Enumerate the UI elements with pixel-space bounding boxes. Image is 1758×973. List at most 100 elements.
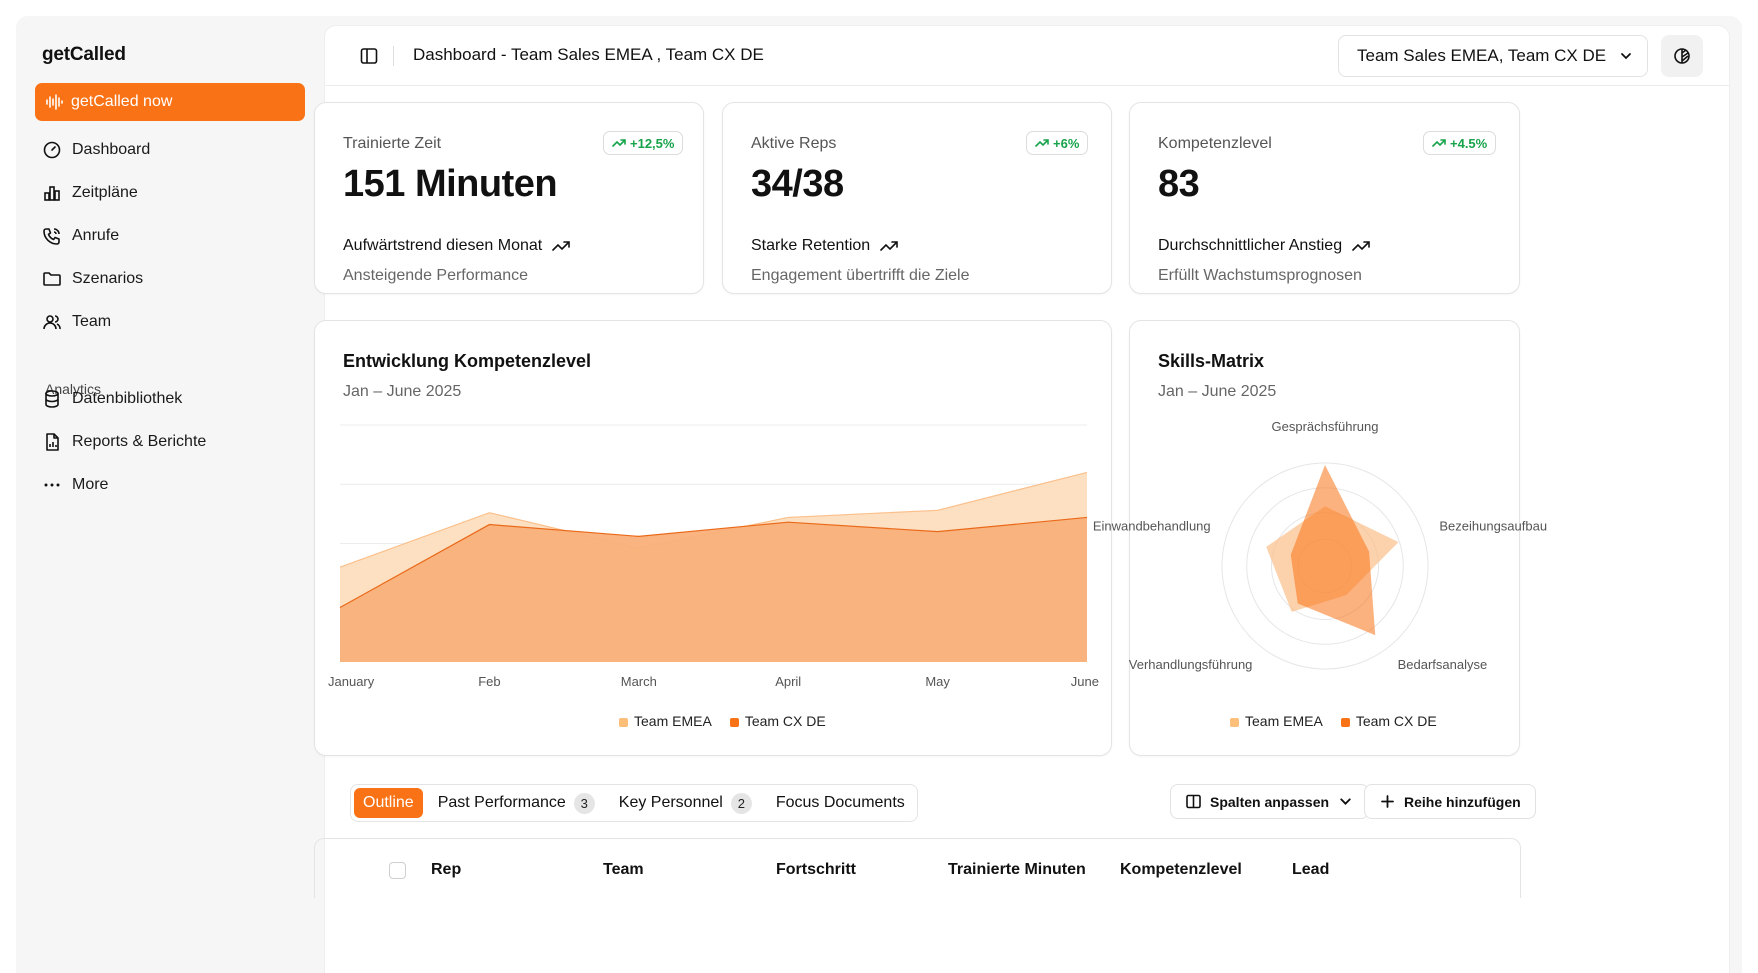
- tab-label: Past Performance: [437, 794, 566, 811]
- trending-up-icon: [1035, 139, 1049, 147]
- stat-value: 34/38: [751, 163, 844, 205]
- tab-label: Key Personnel: [618, 794, 723, 811]
- radar-axis-label: Gesprächsführung: [1272, 419, 1379, 434]
- stat-label: Kompetenzlevel: [1158, 135, 1272, 152]
- stat-card-trainierte-zeit: Trainierte Zeit +12,5% 151 Minuten Aufwä…: [314, 102, 704, 294]
- chart-legend: Team EMEA Team CX DE: [619, 713, 826, 729]
- sidebar-item-reports[interactable]: Reports & Berichte: [42, 420, 206, 463]
- trending-up-icon: [552, 241, 571, 251]
- tab-key-personnel[interactable]: Key Personnel 2: [610, 788, 761, 818]
- x-tick-label: Feb: [478, 674, 500, 689]
- stat-trend: Aufwärtstrend diesen Monat: [343, 237, 571, 255]
- radar-axis-label: Bezeihungsaufbau: [1439, 518, 1547, 533]
- legend-item-emea: Team EMEA: [619, 713, 712, 729]
- x-tick-label: January: [328, 674, 375, 689]
- select-all-checkbox[interactable]: [389, 862, 406, 879]
- legend-label: Team CX DE: [744, 713, 826, 729]
- cta-label: getCalled now: [71, 93, 173, 110]
- audio-wave-icon: [46, 94, 63, 110]
- stat-card-aktive-reps: Aktive Reps +6% 34/38 Starke Retention E…: [722, 102, 1112, 294]
- legend-label: Team EMEA: [634, 713, 712, 729]
- chevron-down-icon: [1621, 53, 1632, 60]
- area-chart: January Feb March April May June: [328, 424, 1099, 689]
- sidebar-item-team[interactable]: Team: [42, 300, 150, 343]
- view-tabs: Outline Past Performance 3 Key Personnel 2…: [350, 784, 918, 822]
- chart-legend: Team EMEA Team CX DE: [1230, 713, 1437, 729]
- stat-trend-label: Aufwärtstrend diesen Monat: [343, 237, 543, 254]
- trend-badge: +4.5%: [1423, 131, 1497, 155]
- topbar: Dashboard - Team Sales EMEA , Team CX DE…: [325, 26, 1729, 86]
- legend-swatch: [1340, 717, 1350, 727]
- stat-trend: Starke Retention: [751, 237, 898, 255]
- tab-outline[interactable]: Outline: [354, 788, 423, 818]
- main-nav: Dashboard Zeitpläne Anrufe Szenarios Tea…: [42, 128, 150, 343]
- plus-icon: [1381, 795, 1394, 808]
- sidebar-item-label: Datenbibliothek: [72, 389, 183, 407]
- team-select-value: Team Sales EMEA, Team CX DE: [1357, 46, 1607, 65]
- report-icon: [46, 432, 59, 451]
- sidebar-toggle-icon[interactable]: [359, 46, 379, 66]
- radar-chart: Gesprächsführung Bezeihungsaufbau Bedarfsa…: [1093, 419, 1547, 672]
- team-select[interactable]: Team Sales EMEA, Team CX DE: [1338, 35, 1648, 77]
- column-header-fortschritt[interactable]: Fortschritt: [776, 861, 856, 878]
- stat-trend-label: Starke Retention: [751, 237, 871, 254]
- sidebar-item-dashboard[interactable]: Dashboard: [42, 128, 150, 171]
- tab-focus-documents[interactable]: Focus Documents: [767, 788, 914, 818]
- legend-swatch: [729, 717, 739, 727]
- column-header-rep[interactable]: Rep: [431, 861, 462, 878]
- brand-logo[interactable]: getCalled: [42, 44, 126, 65]
- area-team-cx-de: [340, 517, 1087, 662]
- stat-value: 83: [1158, 163, 1200, 205]
- stat-sub: Erfüllt Wachstumsprognosen: [1158, 267, 1362, 284]
- trending-up-icon: [1352, 241, 1370, 251]
- trending-up-icon: [612, 139, 626, 147]
- tab-count-badge: 3: [573, 792, 595, 814]
- x-tick-label: June: [1071, 674, 1099, 689]
- sidebar-item-label: Anrufe: [72, 226, 120, 244]
- analytics-section-label: Analytics: [45, 381, 102, 397]
- tab-past-performance[interactable]: Past Performance 3: [429, 788, 604, 818]
- stat-value: 151 Minuten: [343, 163, 558, 205]
- stat-sub: Ansteigende Performance: [343, 267, 528, 284]
- chart-title: Entwicklung Kompetenzlevel: [343, 351, 592, 371]
- breadcrumb: Dashboard - Team Sales EMEA , Team CX DE: [413, 45, 764, 64]
- analytics-nav: Datenbibliothek Reports & Berichte More: [42, 377, 206, 506]
- phone-icon: [43, 227, 60, 245]
- columns-button[interactable]: Spalten anpassen: [1170, 784, 1370, 819]
- get-called-now-button[interactable]: getCalled now: [35, 83, 305, 121]
- column-header-trainierte-minuten[interactable]: Trainierte Minuten: [948, 861, 1086, 878]
- data-table: Rep Team Fortschritt Trainierte Minuten …: [314, 838, 1521, 898]
- chart-subtitle: Jan – June 2025: [343, 383, 462, 400]
- sidebar-item-datenbibliothek[interactable]: Datenbibliothek: [42, 377, 206, 420]
- sidebar-item-szenarios[interactable]: Szenarios: [42, 257, 150, 300]
- sidebar: getCalled getCalled now Dashboard Zeitpl…: [16, 16, 320, 973]
- radar-axis-label: Einwandbehandlung: [1093, 518, 1211, 533]
- series-line: [339, 516, 1088, 609]
- radar-ring: [1221, 462, 1429, 670]
- sidebar-item-zeitplaene[interactable]: Zeitpläne: [42, 171, 150, 214]
- sidebar-item-label: Szenarios: [72, 269, 144, 287]
- stat-label: Aktive Reps: [751, 135, 837, 152]
- radar-axis-label: Verhandlungsführung: [1129, 657, 1253, 672]
- trend-badge-value: +4.5%: [1450, 135, 1488, 151]
- sidebar-item-anrufe[interactable]: Anrufe: [42, 214, 150, 257]
- stat-sub: Engagement übertrifft die Ziele: [751, 267, 970, 284]
- topbar-divider: [393, 46, 394, 66]
- legend-item-cxde: Team CX DE: [729, 713, 826, 729]
- x-tick-label: May: [925, 674, 950, 689]
- theme-toggle-button[interactable]: [1661, 35, 1703, 77]
- column-header-team[interactable]: Team: [603, 861, 644, 878]
- column-header-kompetenzlevel[interactable]: Kompetenzlevel: [1120, 861, 1242, 878]
- x-tick-label: March: [621, 674, 657, 689]
- trend-badge-value: +6%: [1053, 135, 1080, 151]
- legend-label: Team CX DE: [1355, 713, 1437, 729]
- sidebar-item-more[interactable]: More: [42, 463, 206, 506]
- stat-card-kompetenzlevel: Kompetenzlevel +4.5% 83 Durchschnittlich…: [1129, 102, 1520, 294]
- trend-badge: +12,5%: [603, 131, 684, 155]
- add-row-button[interactable]: Reihe hinzufügen: [1364, 784, 1536, 819]
- gauge-icon: [43, 141, 61, 158]
- add-row-button-label: Reihe hinzufügen: [1404, 793, 1521, 810]
- columns-icon: [1186, 794, 1201, 809]
- trend-badge: +6%: [1026, 131, 1089, 155]
- column-header-lead[interactable]: Lead: [1292, 861, 1330, 878]
